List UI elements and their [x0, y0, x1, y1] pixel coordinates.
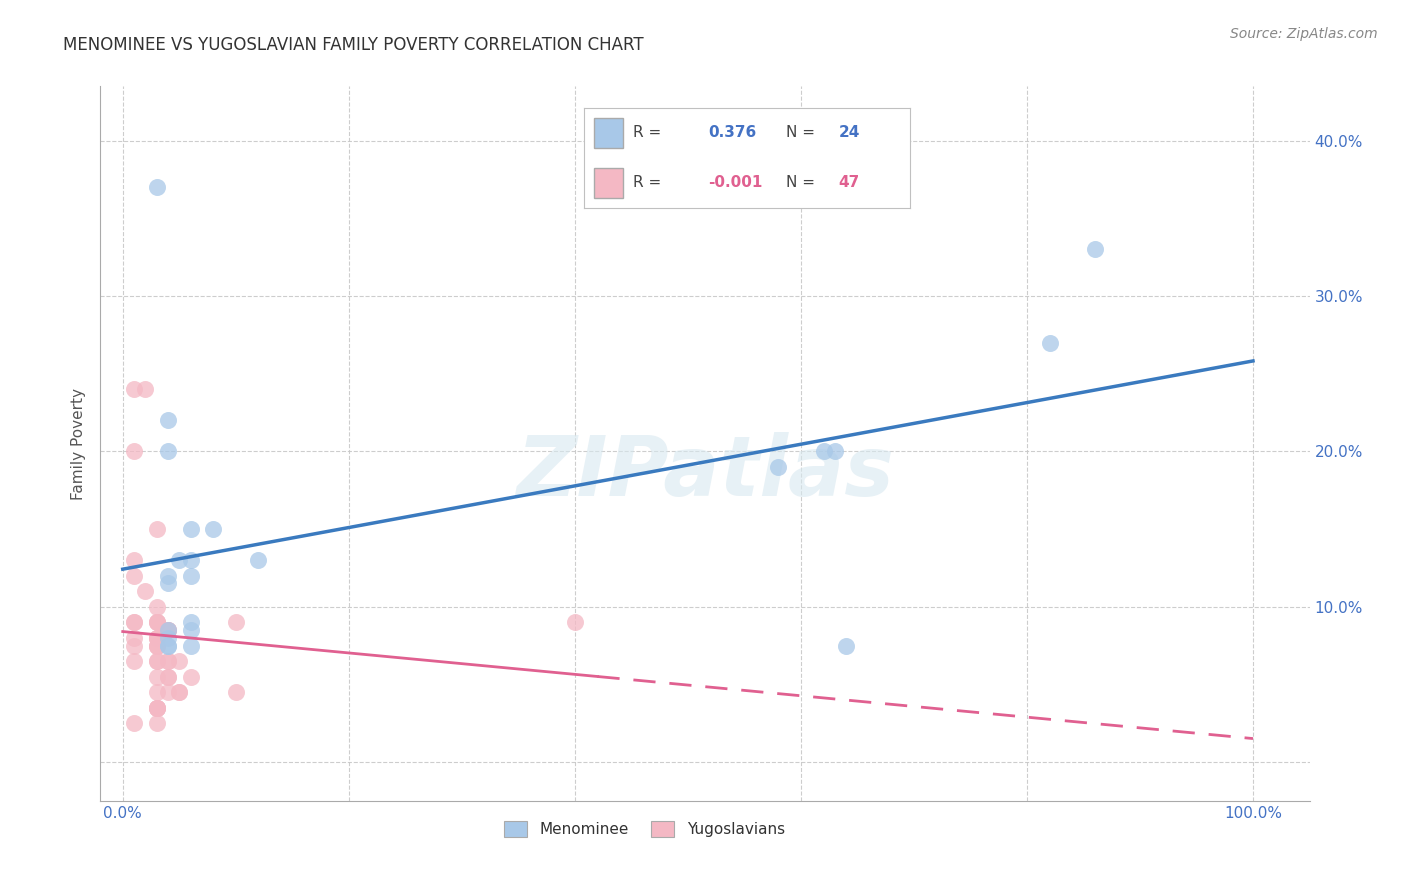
Point	[145, 685, 167, 699]
Point	[145, 631, 167, 645]
Point	[167, 654, 190, 668]
Point	[145, 639, 167, 653]
Point	[156, 444, 179, 458]
Point	[122, 639, 145, 653]
Point	[167, 553, 190, 567]
Point	[835, 639, 858, 653]
Point	[145, 700, 167, 714]
Point	[145, 615, 167, 630]
Point	[145, 631, 167, 645]
Point	[134, 584, 156, 599]
Point	[813, 444, 835, 458]
Text: ZIPatlas: ZIPatlas	[516, 432, 894, 513]
Y-axis label: Family Poverty: Family Poverty	[72, 388, 86, 500]
Point	[122, 568, 145, 582]
Point	[156, 623, 179, 637]
Point	[145, 700, 167, 714]
Point	[180, 670, 202, 684]
Point	[145, 639, 167, 653]
Point	[247, 553, 270, 567]
Point	[145, 716, 167, 731]
Point	[122, 615, 145, 630]
Point	[145, 599, 167, 614]
Point	[145, 670, 167, 684]
Point	[156, 623, 179, 637]
Point	[180, 568, 202, 582]
Point	[156, 670, 179, 684]
Point	[156, 670, 179, 684]
Point	[156, 623, 179, 637]
Text: MENOMINEE VS YUGOSLAVIAN FAMILY POVERTY CORRELATION CHART: MENOMINEE VS YUGOSLAVIAN FAMILY POVERTY …	[63, 36, 644, 54]
Point	[145, 700, 167, 714]
Point	[1038, 335, 1060, 350]
Point	[145, 631, 167, 645]
Point	[145, 654, 167, 668]
Point	[156, 639, 179, 653]
Point	[180, 615, 202, 630]
Point	[156, 576, 179, 591]
Point	[145, 654, 167, 668]
Point	[122, 615, 145, 630]
Point	[180, 522, 202, 536]
Point	[167, 685, 190, 699]
Point	[156, 623, 179, 637]
Point	[225, 685, 247, 699]
Point	[202, 522, 225, 536]
Point	[122, 631, 145, 645]
Point	[180, 639, 202, 653]
Point	[122, 553, 145, 567]
Point	[564, 615, 586, 630]
Point	[156, 631, 179, 645]
Point	[134, 382, 156, 396]
Point	[122, 382, 145, 396]
Point	[768, 459, 790, 474]
Point	[156, 568, 179, 582]
Point	[145, 700, 167, 714]
Point	[180, 623, 202, 637]
Point	[824, 444, 846, 458]
Point	[156, 639, 179, 653]
Point	[1084, 243, 1107, 257]
Point	[145, 615, 167, 630]
Point	[156, 654, 179, 668]
Point	[156, 413, 179, 427]
Point	[145, 180, 167, 194]
Point	[167, 685, 190, 699]
Legend: Menominee, Yugoslavians: Menominee, Yugoslavians	[498, 815, 790, 843]
Point	[122, 716, 145, 731]
Point	[225, 615, 247, 630]
Text: Source: ZipAtlas.com: Source: ZipAtlas.com	[1230, 27, 1378, 41]
Point	[122, 654, 145, 668]
Point	[145, 522, 167, 536]
Point	[145, 615, 167, 630]
Point	[156, 685, 179, 699]
Point	[156, 654, 179, 668]
Point	[180, 553, 202, 567]
Point	[145, 639, 167, 653]
Point	[122, 444, 145, 458]
